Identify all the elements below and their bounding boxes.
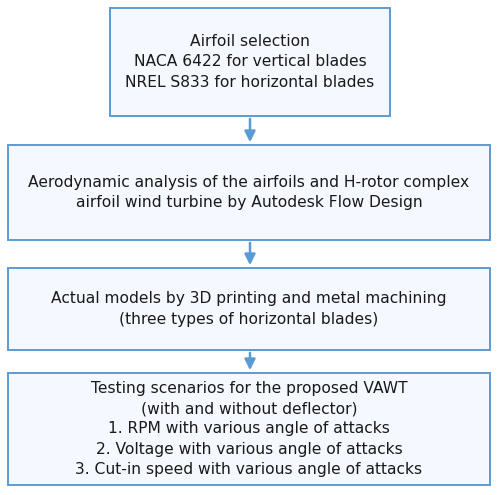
FancyBboxPatch shape: [8, 145, 490, 240]
FancyBboxPatch shape: [8, 373, 490, 485]
FancyBboxPatch shape: [110, 8, 390, 116]
Text: Aerodynamic analysis of the airfoils and H-rotor complex
airfoil wind turbine by: Aerodynamic analysis of the airfoils and…: [28, 175, 469, 210]
Text: Testing scenarios for the proposed VAWT
(with and without deflector)
1. RPM with: Testing scenarios for the proposed VAWT …: [76, 381, 422, 477]
FancyBboxPatch shape: [8, 268, 490, 350]
Text: Actual models by 3D printing and metal machining
(three types of horizontal blad: Actual models by 3D printing and metal m…: [52, 291, 447, 327]
Text: Airfoil selection
NACA 6422 for vertical blades
NREL S833 for horizontal blades: Airfoil selection NACA 6422 for vertical…: [126, 34, 374, 90]
